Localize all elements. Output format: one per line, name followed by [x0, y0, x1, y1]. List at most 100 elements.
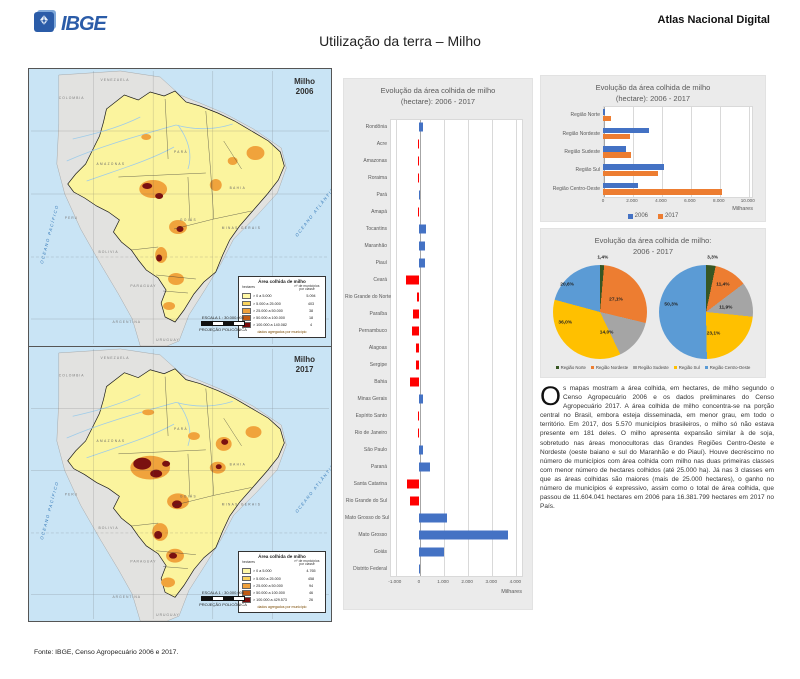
legend-swatch [673, 365, 678, 370]
region-share-pie-charts: Evolução da área colhida de milho: 2006 -… [540, 228, 766, 378]
map-legend: Área colhida de milho hectares nº de munic… [238, 550, 326, 613]
state-bar-row: Amapá [371, 204, 523, 221]
legend-item: 2006 [627, 213, 648, 219]
region-label: Região Sudeste [564, 149, 600, 156]
legend-swatch [242, 293, 251, 300]
country-label: COLOMBIA [59, 374, 85, 378]
country-label: URUGUAY [156, 338, 180, 342]
region-bar-2017 [603, 115, 611, 121]
ibge-logo: IBGE [34, 10, 107, 38]
state-bar [417, 139, 419, 149]
state-bar [418, 207, 419, 217]
state-label: Paraíba [369, 311, 387, 318]
state-label: Maranhão [364, 243, 387, 250]
map-scale-block: ESCALA 1 : 30.000.000 PROJEÇÃO POLICÔNICA [192, 590, 254, 607]
state-bar [417, 292, 419, 302]
state-bar [411, 326, 419, 336]
country-label: BOLIVIA [99, 526, 119, 530]
state-label: Espírito Santo [355, 412, 387, 419]
state-bar-row: Rondônia [366, 119, 523, 136]
map-year-line: Milho [294, 77, 315, 86]
chart-title-line: (hectare): 2006 - 2017 [615, 93, 691, 103]
region-bar-2006 [603, 127, 649, 134]
state-bar-row: Ceará [373, 272, 523, 289]
map-legend-title: Área colhida de milho [258, 278, 306, 284]
legend-swatch [242, 582, 251, 589]
state-bar [407, 479, 419, 489]
region-bar-2006 [603, 109, 606, 115]
legend-class-range: > 5.000 a 25.000 [253, 576, 281, 581]
map-milho-2017: VENEZUELA COLOMBIA PERU BOLIVIA PARAGUAY ARGE… [28, 346, 332, 622]
state-name-label: AMAZONAS [97, 439, 126, 443]
state-bar-row: Roraima [368, 170, 523, 187]
state-label: Rondônia [365, 124, 387, 131]
state-name-label: BAHIA [230, 186, 246, 190]
chart-legend: 2006 2017 [541, 213, 765, 219]
map-legend-headers: hectares nº de municípios por classe [242, 559, 322, 567]
gridline [468, 120, 470, 576]
pie-slice-label: 50,3% [664, 302, 679, 308]
page-title: Utilização da terra – Milho [319, 33, 481, 49]
x-tick: 1.000 [437, 579, 449, 584]
country-label: PERU [65, 216, 78, 220]
state-label: Mato Grosso do Sul [345, 514, 390, 521]
chart-title: Evolução da área colhida de milho: 2006 -… [541, 236, 765, 257]
pie-slice-label: 11,9% [719, 305, 733, 311]
x-tick: 4.000 [655, 198, 667, 203]
legend-label: 2017 [665, 213, 679, 219]
state-bar-row: Maranhão [364, 238, 523, 255]
country-label: PARAGUAY [130, 284, 156, 288]
map-legend-title: Área colhida de milho [258, 553, 306, 559]
legend-item: Região Centro-Oeste [704, 365, 751, 370]
state-bar-row: Sergipe [370, 357, 523, 374]
legend-class-count: 18 [308, 315, 314, 320]
state-bar [405, 275, 419, 285]
chart-title-line: (hectare): 2006 - 2017 [400, 96, 476, 106]
map-year-line: Milho [294, 355, 315, 364]
x-tick: 3.000 [485, 579, 498, 584]
pie-slice-label: 3,3% [707, 255, 719, 261]
gridline [492, 120, 494, 576]
region-bar-row: Região Sul [576, 161, 753, 179]
legend-item: Região Sudeste [633, 365, 669, 370]
state-diff-bar-chart: Evolução da área colhida de milho (hectar… [343, 78, 533, 610]
gridline [690, 107, 692, 197]
state-label: Minas Gerais [357, 395, 387, 402]
region-label: Região Centro-Oeste [552, 185, 600, 192]
x-tick: 8.000 [713, 198, 725, 203]
state-bar-row: Paraná [371, 458, 523, 475]
rivers [66, 116, 233, 182]
region-bar-2017 [603, 189, 723, 195]
legend-label: Região Centro-Oeste [709, 365, 751, 370]
state-borders [118, 376, 252, 569]
legend-swatch [704, 365, 709, 370]
gridline [395, 120, 397, 576]
country-label: PARAGUAY [130, 560, 156, 564]
legend-class-count: 38 [308, 308, 314, 313]
country-label: ARGENTINA [112, 595, 141, 599]
state-bar-row: Pernambuco [359, 323, 523, 340]
region-bar-2017 [603, 152, 632, 158]
map-scale-text: ESCALA 1 : 30.000.000 [201, 315, 245, 321]
map-projection-text: PROJEÇÃO POLICÔNICA [199, 601, 247, 607]
gridline [604, 107, 605, 197]
country-label: COLOMBIA [59, 96, 85, 100]
pie-slice-label: 27,1% [609, 297, 623, 303]
legend-swatch [590, 365, 595, 370]
state-bar [418, 190, 421, 200]
legend-class-range: > 50.000 a 100.000 [253, 590, 285, 595]
legend-class-range: > 5.000 a 25.000 [253, 301, 281, 306]
scale-bar [201, 321, 245, 326]
pie-chart-2017: 3,3% 11,4% 11,9% 23,1% 50,3% [659, 256, 753, 359]
app-title: Atlas Nacional Digital [657, 14, 770, 26]
legend-class-count: 458 [307, 576, 315, 581]
state-bar-row: Minas Gerais [358, 391, 523, 408]
legend-class-range: > 25.000 a 50.000 [253, 308, 283, 313]
legend-class-count: 26 [308, 598, 314, 603]
region-bar-row: Região Sudeste [564, 143, 753, 161]
gridline [661, 107, 663, 197]
state-label: Piauí [375, 260, 387, 267]
state-bar [417, 411, 419, 421]
